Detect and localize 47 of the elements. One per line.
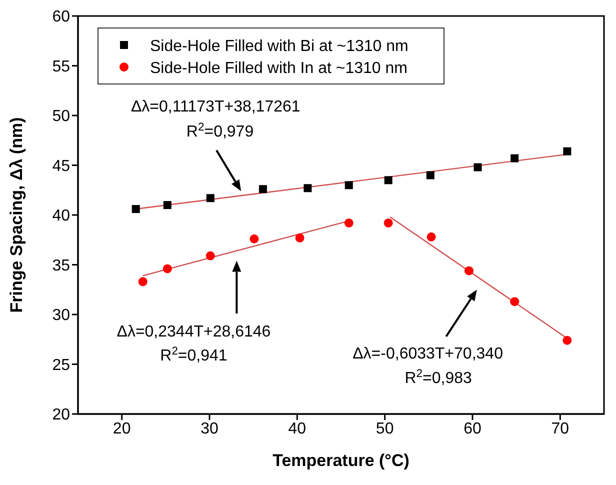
annotation: Δλ=-0,6033T+70,340 — [352, 345, 504, 362]
point — [562, 336, 572, 345]
y-tick-label: 55 — [52, 58, 70, 76]
legend-label: Side-Hole Filled with Bi at ~1310 nm — [150, 38, 408, 55]
y-tick-label: 45 — [52, 158, 70, 175]
point — [344, 218, 354, 228]
x-tick-label: 60 — [464, 420, 482, 438]
point — [250, 234, 259, 244]
point — [344, 181, 353, 190]
y-tick-label: 25 — [52, 356, 70, 374]
point — [426, 171, 434, 180]
point — [206, 251, 215, 260]
y-tick-label: 35 — [52, 257, 70, 274]
y-tick-label: 20 — [52, 406, 70, 424]
y-tick-label: 30 — [52, 307, 70, 324]
point — [510, 297, 520, 306]
point — [206, 194, 214, 202]
point — [464, 266, 474, 276]
point — [304, 184, 312, 192]
point — [138, 277, 148, 286]
x-axis-title: Temperature (°C) — [272, 451, 410, 470]
y-tick-label: 60 — [52, 8, 70, 26]
y-tick-label: 50 — [52, 108, 70, 126]
point — [162, 264, 172, 274]
point — [258, 185, 267, 194]
point — [163, 201, 172, 210]
annotation: Δλ=0,2344T+28,6146 — [116, 323, 271, 340]
point — [295, 233, 304, 242]
x-tick-label: 30 — [200, 420, 218, 438]
y-axis-title: Fringe Spacing, Δλ (nm) — [7, 117, 26, 313]
point — [132, 205, 140, 214]
y-tick-label: 40 — [52, 208, 70, 225]
annotation: R$^{2}$=0,941 — [160, 345, 228, 364]
point — [474, 163, 482, 172]
point — [563, 147, 572, 156]
point — [510, 154, 519, 162]
annotation: R$^{2}$=0,983 — [404, 368, 472, 388]
legend-label: Side-Hole Filled with In at ~1310 nm — [150, 60, 408, 77]
point — [384, 176, 392, 184]
annotation: Δλ=0,11173T+38,17261 — [130, 98, 300, 116]
point — [426, 232, 436, 242]
x-tick-label: 70 — [551, 420, 570, 438]
point — [384, 218, 393, 228]
x-tick-label: 50 — [376, 420, 394, 438]
annotation: R$^{2}$=0,979 — [186, 121, 254, 140]
x-tick-label: 40 — [288, 420, 306, 438]
x-tick-label: 20 — [112, 420, 131, 438]
